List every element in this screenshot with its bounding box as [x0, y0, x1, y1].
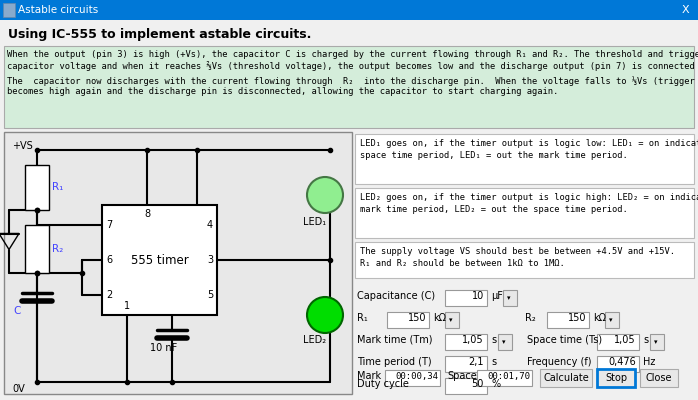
Text: Mark time (Tm): Mark time (Tm)	[357, 335, 433, 345]
Bar	[445, 290, 487, 306]
Text: When the output (pin 3) is high (+Vs), the capacitor C is charged by the current: When the output (pin 3) is high (+Vs), t…	[7, 50, 698, 59]
Text: ▾: ▾	[503, 339, 506, 345]
Text: 10: 10	[472, 291, 484, 301]
Text: LED₂ goes on, if the timer output is logic high: LED₂ = on indicates the: LED₂ goes on, if the timer output is log…	[360, 193, 698, 202]
Bar	[540, 369, 592, 387]
Text: s: s	[491, 357, 496, 367]
Bar	[547, 312, 589, 328]
Bar	[25, 165, 49, 210]
Bar	[640, 369, 678, 387]
Text: R₁ and R₂ should be between 1kΩ to 1MΩ.: R₁ and R₂ should be between 1kΩ to 1MΩ.	[360, 259, 565, 268]
Bar	[4, 132, 352, 394]
Text: 5: 5	[207, 290, 213, 300]
Text: 1,05: 1,05	[462, 335, 484, 345]
Text: 10 nF: 10 nF	[150, 343, 177, 353]
Text: 7: 7	[106, 220, 112, 230]
Text: 0V: 0V	[12, 384, 24, 394]
Bar	[355, 242, 694, 278]
Text: R₂: R₂	[525, 313, 536, 323]
Bar	[503, 290, 517, 306]
Bar	[477, 370, 532, 386]
Text: Astable circuits: Astable circuits	[18, 5, 98, 15]
Bar	[0, 0, 698, 20]
Text: Stop: Stop	[605, 373, 627, 383]
Text: 00:01,70: 00:01,70	[487, 372, 530, 380]
Text: Time period (T): Time period (T)	[357, 357, 431, 367]
Text: kΩ: kΩ	[593, 313, 606, 323]
Text: Close: Close	[646, 373, 672, 383]
Text: Mark: Mark	[357, 371, 381, 381]
Bar	[355, 134, 694, 184]
Bar	[498, 334, 512, 350]
Text: X: X	[681, 5, 689, 15]
Bar	[597, 356, 639, 372]
Text: LED₁: LED₁	[303, 217, 326, 227]
Bar	[605, 312, 619, 328]
Text: 1: 1	[124, 301, 130, 311]
Text: 150: 150	[567, 313, 586, 323]
Text: %: %	[491, 379, 500, 389]
Text: 2,1: 2,1	[468, 357, 484, 367]
Text: 50: 50	[472, 379, 484, 389]
Text: becomes high again and the discharge pin is disconnected, allowing the capacitor: becomes high again and the discharge pin…	[7, 87, 558, 96]
Text: Frequency (f): Frequency (f)	[527, 357, 591, 367]
Text: R₂: R₂	[52, 244, 64, 254]
Text: 1,05: 1,05	[614, 335, 636, 345]
Circle shape	[307, 297, 343, 333]
Text: ▾: ▾	[450, 317, 453, 323]
Bar	[387, 312, 429, 328]
Text: Capacitance (C): Capacitance (C)	[357, 291, 435, 301]
Text: 150: 150	[408, 313, 426, 323]
Bar	[3, 3, 15, 17]
Text: μF: μF	[491, 291, 503, 301]
Bar	[445, 378, 487, 394]
Text: LED₂: LED₂	[303, 335, 326, 345]
Text: Space: Space	[447, 371, 477, 381]
Text: R₁: R₁	[357, 313, 368, 323]
Text: ▾: ▾	[507, 295, 511, 301]
Bar	[385, 370, 440, 386]
Text: 555 timer: 555 timer	[131, 254, 188, 266]
Text: space time period, LED₁ = out the mark time period.: space time period, LED₁ = out the mark t…	[360, 151, 628, 160]
Text: 6: 6	[106, 255, 112, 265]
Text: 3: 3	[207, 255, 213, 265]
Text: The supply voltage VS should best be between +4.5V and +15V.: The supply voltage VS should best be bet…	[360, 247, 675, 256]
Text: kΩ: kΩ	[433, 313, 446, 323]
Text: 0,476: 0,476	[608, 357, 636, 367]
Bar	[445, 334, 487, 350]
Text: The  capacitor now discharges with the current flowing through  R₂  into the dis: The capacitor now discharges with the cu…	[7, 76, 698, 86]
Bar	[25, 225, 49, 273]
Text: Hz: Hz	[643, 357, 655, 367]
Text: Duty cycle: Duty cycle	[357, 379, 409, 389]
Text: s: s	[643, 335, 648, 345]
Text: 4: 4	[207, 220, 213, 230]
Text: R₁: R₁	[52, 182, 64, 192]
Bar	[597, 369, 635, 387]
Text: 2: 2	[106, 290, 112, 300]
Bar	[355, 188, 694, 238]
Text: ▾: ▾	[654, 339, 658, 345]
Text: +VS: +VS	[12, 141, 33, 151]
Text: 00:00,34: 00:00,34	[395, 372, 438, 380]
Text: Using IC-555 to implement astable circuits.: Using IC-555 to implement astable circui…	[8, 28, 311, 41]
Bar	[445, 356, 487, 372]
Text: Calculate: Calculate	[543, 373, 589, 383]
Bar	[4, 46, 694, 128]
Text: s: s	[491, 335, 496, 345]
Bar	[650, 334, 664, 350]
Circle shape	[307, 177, 343, 213]
Text: mark time period, LED₂ = out the space time period.: mark time period, LED₂ = out the space t…	[360, 205, 628, 214]
Text: C: C	[13, 306, 21, 316]
Bar	[445, 312, 459, 328]
Bar	[102, 205, 217, 315]
Text: 8: 8	[144, 209, 150, 219]
Text: capacitor voltage and when it reaches ⅔Vs (threshold voltage), the output become: capacitor voltage and when it reaches ⅔V…	[7, 61, 698, 71]
Text: ▾: ▾	[609, 317, 613, 323]
Text: Space time (Ts): Space time (Ts)	[527, 335, 602, 345]
Bar	[597, 334, 639, 350]
Text: LED₁ goes on, if the timer output is logic low: LED₁ = on indicates the: LED₁ goes on, if the timer output is log…	[360, 139, 698, 148]
